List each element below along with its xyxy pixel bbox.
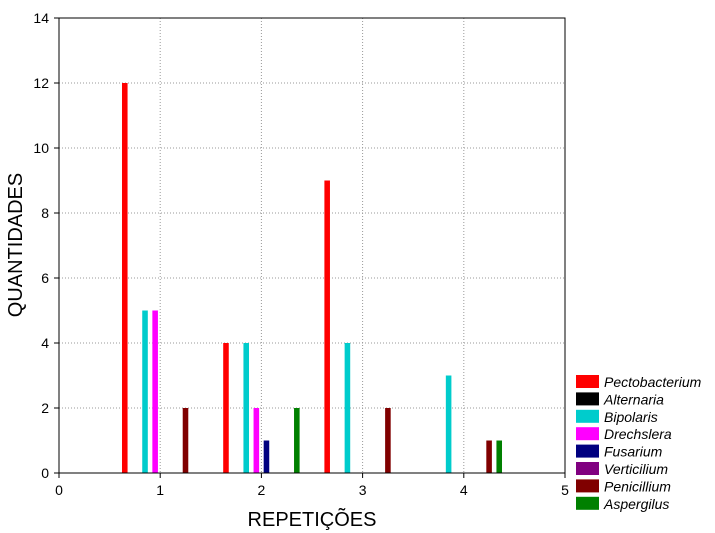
legend-label-alternaria: Alternaria xyxy=(603,391,664,407)
y-tick-label: 6 xyxy=(41,270,49,286)
legend-label-pectobacterium: Pectobacterium xyxy=(604,374,702,390)
x-tick-label: 0 xyxy=(55,482,63,498)
y-tick-label: 12 xyxy=(33,75,49,91)
legend-swatch-aspergilus xyxy=(576,496,599,510)
grid-layer xyxy=(59,18,565,473)
legend-swatch-alternaria xyxy=(576,392,599,406)
legend-label-fusarium: Fusarium xyxy=(604,444,663,460)
bar-aspergilus-rep-2 xyxy=(294,408,300,473)
bar-bipolaris-rep-4 xyxy=(445,375,452,473)
bar-penicillium-rep-3 xyxy=(385,408,391,473)
legend-swatch-pectobacterium xyxy=(576,375,599,388)
bar-penicillium-rep-1 xyxy=(182,408,189,473)
bar-drechslera-rep-1 xyxy=(152,310,158,473)
y-tick-label: 10 xyxy=(33,140,49,156)
legend-swatch-fusarium xyxy=(576,444,599,458)
legend-label-verticilium: Verticilium xyxy=(604,461,668,477)
y-tick-label: 14 xyxy=(33,10,49,26)
bars-layer xyxy=(121,83,503,473)
y-tick-label: 8 xyxy=(41,205,49,221)
bar-pectobacterium-rep-1 xyxy=(121,83,128,473)
bar-bipolaris-rep-3 xyxy=(344,343,351,473)
bar-penicillium-rep-4 xyxy=(486,440,492,473)
x-axis-label: REPETIÇÕES xyxy=(248,507,377,531)
bar-pectobacterium-rep-3 xyxy=(324,180,330,473)
y-axis-label: QUANTIDADES xyxy=(5,173,27,317)
legend-label-aspergilus: Aspergilus xyxy=(603,496,669,512)
legend-swatch-drechslera xyxy=(576,427,599,441)
bar-pectobacterium-rep-2 xyxy=(223,343,229,473)
legend-swatch-verticilium xyxy=(576,462,599,475)
legend-label-bipolaris: Bipolaris xyxy=(604,409,658,425)
x-tick-label: 2 xyxy=(258,482,266,498)
legend-swatch-bipolaris xyxy=(576,409,599,423)
legend-label-drechslera: Drechslera xyxy=(604,426,672,442)
x-tick-label: 4 xyxy=(460,482,468,498)
legend-label-penicillium: Penicillium xyxy=(604,478,671,494)
bar-bipolaris-rep-1 xyxy=(142,310,148,473)
bar-fusarium-rep-2 xyxy=(263,440,270,473)
y-tick-label: 2 xyxy=(41,400,49,416)
legend-swatch-penicillium xyxy=(576,479,599,493)
y-tick-label: 4 xyxy=(41,335,49,351)
bar-aspergilus-rep-4 xyxy=(496,440,503,473)
bar-drechslera-rep-2 xyxy=(253,408,260,473)
x-tick-label: 1 xyxy=(156,482,164,498)
plot-frame xyxy=(58,17,566,474)
y-tick-label: 0 xyxy=(41,465,49,481)
x-tick-label: 5 xyxy=(561,482,569,498)
x-tick-label: 3 xyxy=(359,482,367,498)
bar-bipolaris-rep-2 xyxy=(243,343,250,473)
